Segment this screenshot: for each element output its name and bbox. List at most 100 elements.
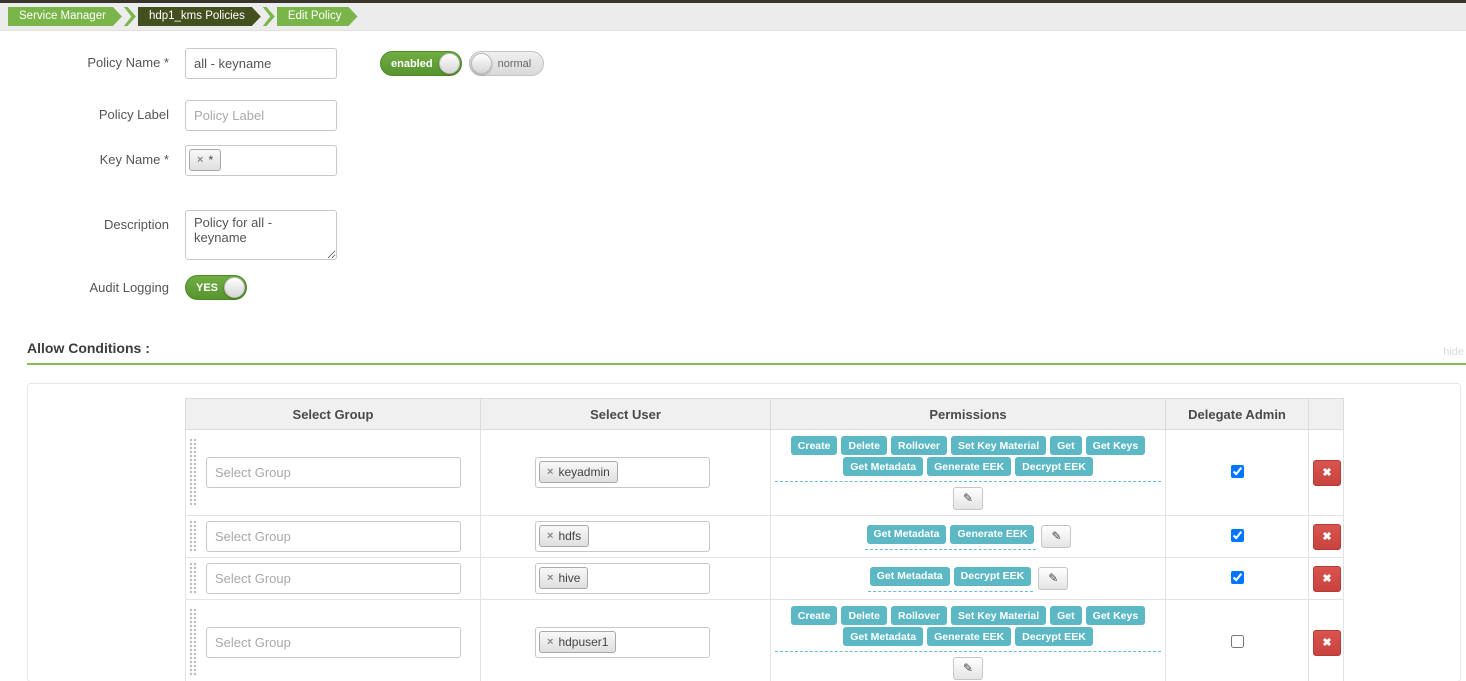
select-user-input[interactable]: × hdpuser1: [535, 627, 710, 658]
user-tag-label: keyadmin: [558, 465, 610, 479]
key-name-label: Key Name *: [99, 152, 169, 167]
user-tag-label: hive: [558, 571, 581, 585]
audit-logging-toggle[interactable]: YES: [185, 275, 248, 300]
toggle-knob: [224, 277, 246, 298]
allow-conditions-panel: Select Group Select User Permissions Del…: [27, 383, 1461, 681]
permission-badge: Decrypt EEK: [1015, 627, 1093, 646]
audit-logging-toggle-label: YES: [196, 281, 219, 294]
permission-badge: Set Key Material: [951, 606, 1047, 625]
edit-permissions-button[interactable]: ✎: [1041, 525, 1072, 548]
select-user-input[interactable]: × keyadmin: [535, 457, 710, 488]
permission-badge: Get Metadata: [869, 566, 950, 586]
breadcrumb: Service Manager hdp1_kms Policies Edit P…: [0, 3, 1466, 31]
permission-badge: Get: [1050, 436, 1082, 455]
permission-badge: Delete: [841, 436, 887, 455]
permission-badge: Set Key Material: [951, 436, 1047, 455]
edit-permissions-button[interactable]: ✎: [953, 487, 983, 510]
select-group-input[interactable]: [206, 457, 461, 488]
edit-permissions-button[interactable]: ✎: [953, 657, 983, 680]
select-group-header: Select Group: [185, 398, 481, 430]
allow-conditions-header: Allow Conditions : hide: [27, 340, 1466, 365]
select-user-input[interactable]: × hive: [535, 563, 710, 594]
edit-permissions-button[interactable]: ✎: [1038, 567, 1069, 590]
drag-handle[interactable]: [189, 561, 197, 596]
permission-badge: Decrypt EEK: [1015, 457, 1093, 476]
permissions-header: Permissions: [770, 398, 1166, 430]
user-tag: × keyadmin: [539, 461, 618, 483]
policy-enabled-toggle[interactable]: enabled: [380, 51, 462, 76]
permission-badge: Get Keys: [1085, 606, 1146, 625]
drag-handle[interactable]: [189, 519, 197, 554]
remove-tag-icon[interactable]: ×: [547, 572, 554, 584]
remove-tag-icon[interactable]: ×: [547, 530, 554, 542]
hide-link[interactable]: hide: [1443, 346, 1464, 358]
user-tag-label: hdfs: [558, 529, 582, 543]
permissions-tag-list: Get Metadata Decrypt EEK: [867, 566, 1034, 592]
allow-conditions-table: Select Group Select User Permissions Del…: [185, 398, 1344, 681]
permission-badge: Delete: [841, 606, 887, 625]
delegate-admin-checkbox[interactable]: [1230, 464, 1244, 478]
user-tag: × hdpuser1: [539, 631, 617, 653]
actions-header: [1308, 398, 1344, 430]
edit-policy-form: Policy Name * enabled normal Policy Labe…: [0, 31, 1466, 300]
key-name-tag-label: *: [208, 153, 214, 167]
permission-badge: Get Metadata: [866, 524, 947, 544]
user-tag: × hdfs: [539, 525, 590, 547]
delegate-admin-header: Delegate Admin: [1165, 398, 1309, 430]
permission-badge: Generate EEK: [927, 457, 1012, 476]
policy-label-input[interactable]: [185, 100, 337, 131]
drag-handle[interactable]: [189, 607, 197, 678]
breadcrumb-hdp1-kms-policies[interactable]: hdp1_kms Policies: [138, 7, 261, 26]
policy-type-toggle-label: normal: [497, 57, 532, 70]
remove-tag-icon[interactable]: ×: [547, 466, 554, 478]
select-group-input[interactable]: [206, 563, 461, 594]
permission-badge: Generate EEK: [950, 524, 1035, 544]
description-label: Description: [103, 217, 169, 232]
remove-tag-icon[interactable]: ×: [547, 636, 554, 648]
breadcrumb-service-manager[interactable]: Service Manager: [8, 7, 122, 26]
drag-handle[interactable]: [189, 437, 197, 508]
delegate-admin-checkbox[interactable]: [1230, 634, 1244, 648]
permission-badge: Get: [1050, 606, 1082, 625]
key-name-input[interactable]: × *: [185, 145, 337, 176]
policy-type-toggle[interactable]: normal: [468, 51, 545, 76]
permission-badge: Decrypt EEK: [953, 566, 1032, 586]
breadcrumb-edit-policy: Edit Policy: [277, 7, 358, 26]
permission-badge: Create: [790, 606, 838, 625]
select-group-input[interactable]: [206, 627, 461, 658]
toggle-knob: [438, 53, 460, 74]
remove-tag-icon[interactable]: ×: [197, 154, 204, 166]
delete-condition-button[interactable]: ✖: [1313, 459, 1341, 486]
permission-badge: Generate EEK: [927, 627, 1012, 646]
chevron-right-icon: [123, 7, 136, 26]
permissions-tag-list: Get Metadata Generate EEK: [864, 524, 1037, 550]
audit-logging-label: Audit Logging: [89, 280, 169, 295]
permissions-tag-list: Create Delete Rollover Set Key Material Get G…: [775, 605, 1161, 652]
policy-enabled-toggle-label: enabled: [391, 57, 433, 70]
allow-conditions-section: Allow Conditions : hide Select Group Sel…: [27, 340, 1466, 681]
delete-condition-button[interactable]: ✖: [1313, 565, 1341, 592]
policy-name-input[interactable]: [185, 48, 337, 79]
delegate-admin-checkbox[interactable]: [1230, 528, 1244, 542]
user-tag-label: hdpuser1: [558, 635, 609, 649]
policy-label-label: Policy Label: [98, 107, 169, 122]
policy-name-label: Policy Name *: [87, 55, 169, 70]
permission-badge: Get Metadata: [843, 627, 924, 646]
select-group-input[interactable]: [206, 521, 461, 552]
delete-condition-button[interactable]: ✖: [1313, 523, 1341, 550]
permission-badge: Get Keys: [1085, 436, 1146, 455]
toggle-knob: [470, 53, 492, 74]
description-textarea[interactable]: Policy for all - keyname: [185, 210, 337, 260]
select-user-input[interactable]: × hdfs: [535, 521, 710, 552]
permission-badge: Rollover: [891, 436, 948, 455]
allow-conditions-title: Allow Conditions :: [27, 340, 150, 356]
key-name-tag: × *: [189, 149, 222, 171]
top-navbar-edge: [0, 0, 1466, 3]
permission-badge: Get Metadata: [843, 457, 924, 476]
delete-condition-button[interactable]: ✖: [1313, 629, 1341, 656]
delegate-admin-checkbox[interactable]: [1230, 570, 1244, 584]
